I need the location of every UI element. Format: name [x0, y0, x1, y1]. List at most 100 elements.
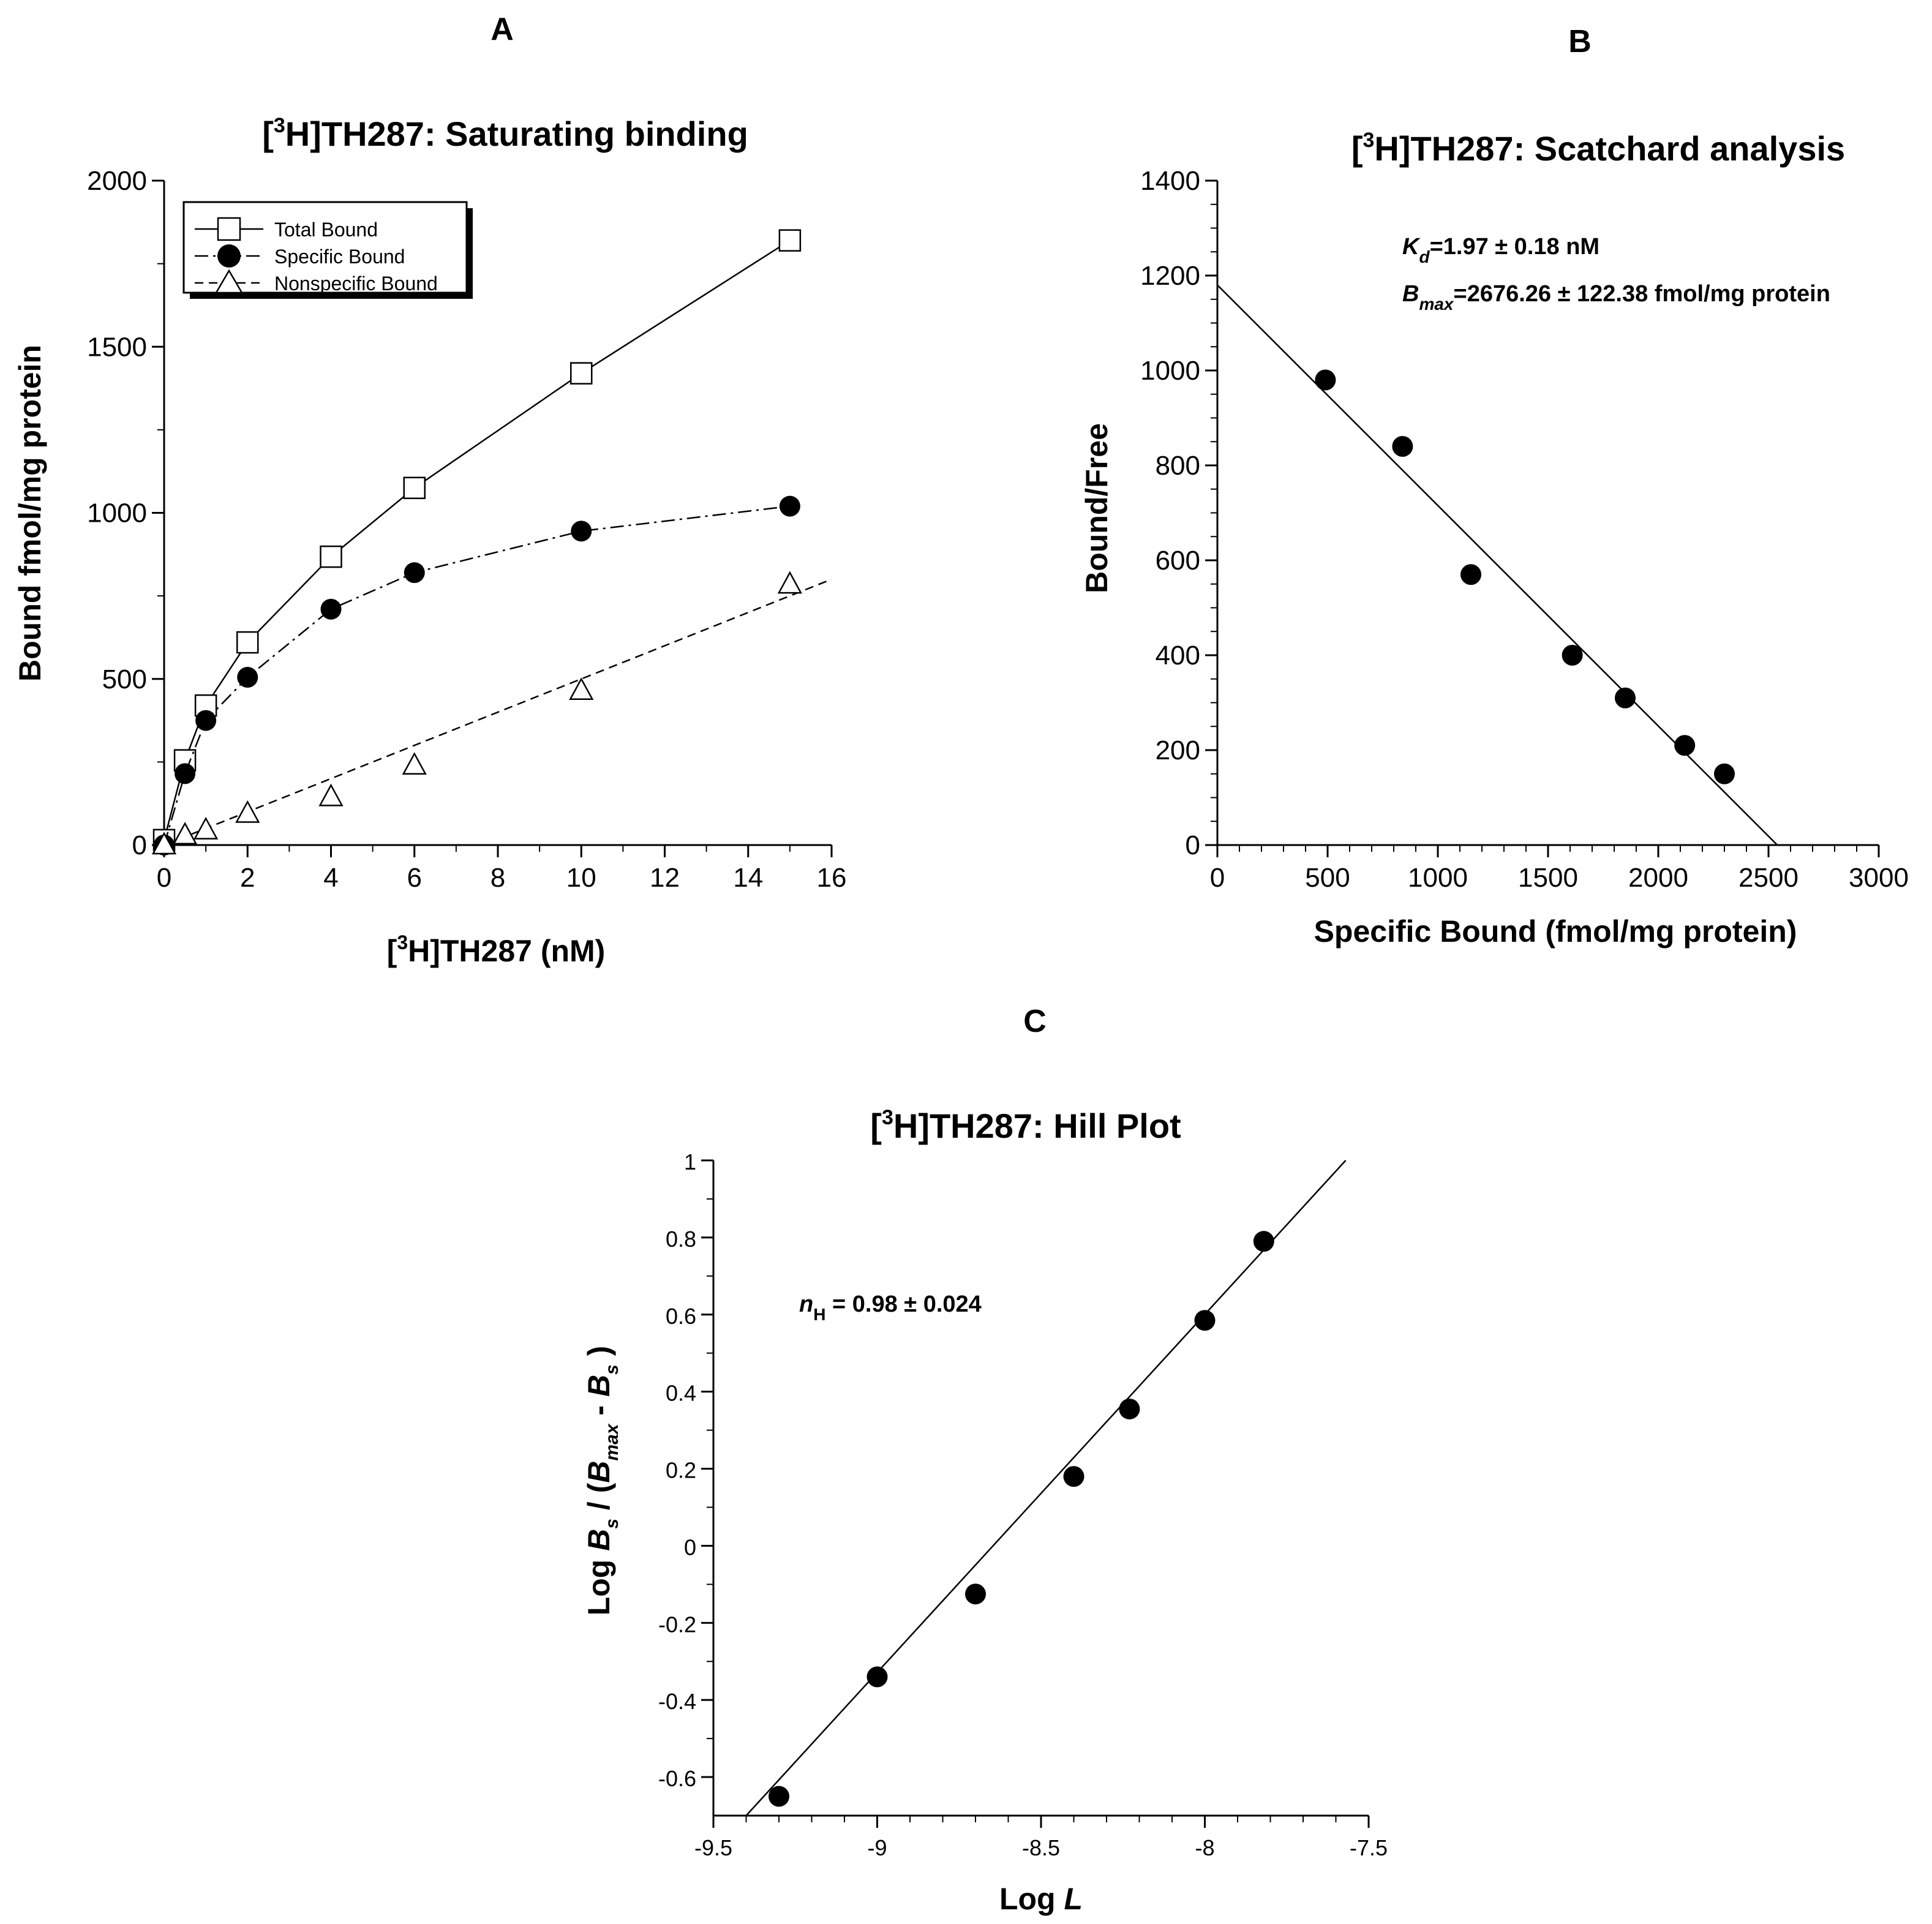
panel-b-y-tick-label: 1200 — [1140, 261, 1200, 291]
panel-c-y-tick-label: 0.6 — [666, 1304, 696, 1329]
panel-b-y-tick-label: 1400 — [1140, 166, 1200, 196]
panel-c-fit-line — [745, 1160, 1347, 1816]
panel-a-point-specific-bound — [237, 667, 258, 688]
panel-b-x-tick-label: 3000 — [1849, 863, 1909, 893]
panel-b-kd-annotation: Kd=1.97 ± 0.18 nM — [1402, 234, 1599, 266]
panel-b-point-scatchard-points — [1460, 564, 1481, 585]
panel-b-point-scatchard-points — [1562, 645, 1583, 666]
panel-a-point-nonspecific-bound — [402, 752, 427, 775]
legend-marker-specific — [217, 244, 241, 268]
panel-a-point-total-bound — [236, 631, 259, 654]
panel-a-x-tick-label: 12 — [650, 863, 680, 893]
panel-a-ylabel: Bound fmol/mg protein — [13, 345, 47, 682]
panel-c-point-hill-points — [1194, 1310, 1216, 1331]
panel-a-saturating-binding: A [3H]TH287: Saturating binding [3H]TH28… — [13, 12, 846, 968]
panel-a-line-total-bound — [163, 239, 791, 841]
panel-c-hill-plot: C [3H]TH287: Hill Plot nH = 0.98 ± 0.024… — [582, 1004, 1388, 1916]
panel-a-y-tick-label: 500 — [102, 664, 147, 694]
panel-a-x-tick-label: 16 — [817, 863, 847, 893]
panel-a-point-nonspecific-bound — [194, 816, 219, 840]
panel-a-y-tick-label: 1500 — [87, 332, 147, 362]
panel-c-point-hill-points — [1253, 1231, 1274, 1252]
panel-a-y-tick-label: 2000 — [87, 166, 147, 196]
panel-a-x-tick-label: 8 — [491, 863, 505, 893]
panel-c-x-tick-label: -9.5 — [694, 1835, 732, 1860]
panel-a-point-total-bound — [320, 545, 342, 568]
panel-c-y-tick-label: 0.4 — [666, 1381, 696, 1406]
panel-a-x-tick-label: 2 — [240, 863, 255, 893]
panel-a-label: A — [491, 12, 514, 47]
panel-a-y-tick-label: 1000 — [87, 498, 147, 528]
panel-a-line-specific-bound — [163, 505, 791, 846]
panel-c-y-tick-label: -0.2 — [658, 1612, 696, 1637]
panel-a-xlabel: [3H]TH287 (nM) — [387, 931, 606, 968]
panel-a-point-specific-bound — [571, 520, 592, 542]
panel-a-point-specific-bound — [320, 598, 342, 620]
panel-b-y-tick-label: 600 — [1156, 546, 1200, 576]
panel-b-y-tick-label: 0 — [1186, 830, 1200, 860]
panel-b-x-tick-label: 2500 — [1738, 863, 1799, 893]
panel-c-x-tick-label: -8.5 — [1022, 1835, 1060, 1860]
panel-c-x-tick-label: -9 — [867, 1835, 887, 1860]
panel-a-x-tick-label: 4 — [323, 863, 338, 893]
panel-c-point-hill-points — [1063, 1466, 1084, 1487]
panel-c-ylabel: Log Bs / (Bmax - Bs ) — [582, 1346, 622, 1616]
panel-c-xlabel: Log L — [999, 1882, 1083, 1916]
panel-c-nh-annotation: nH = 0.98 ± 0.024 — [799, 1291, 982, 1324]
panel-b-point-scatchard-points — [1315, 369, 1336, 391]
panel-b-x-tick-label: 0 — [1210, 863, 1225, 893]
panel-a-legend: Total Bound Specific Bound Nonspecific B… — [182, 201, 473, 299]
panel-b-x-tick-label: 2000 — [1628, 863, 1688, 893]
panel-a-y-tick-label: 0 — [132, 830, 147, 860]
panel-b-point-scatchard-points — [1392, 436, 1413, 457]
panel-b-x-tick-label: 500 — [1305, 863, 1350, 893]
panel-c-x-tick-label: -7.5 — [1350, 1835, 1388, 1860]
panel-c-point-hill-points — [769, 1786, 789, 1807]
panel-a-point-nonspecific-bound — [151, 832, 177, 855]
panel-a-point-nonspecific-bound — [569, 677, 594, 700]
panel-b-y-tick-label: 200 — [1156, 735, 1200, 765]
legend-label-nonspecific: Nonspecific Bound — [274, 272, 438, 295]
legend-marker-total — [217, 217, 241, 241]
panel-b-fit-line — [1217, 284, 1778, 846]
panel-b-x-tick-label: 1000 — [1408, 863, 1468, 893]
panel-a-x-tick-label: 14 — [733, 863, 763, 893]
panel-a-line-nonspecific-bound — [164, 578, 832, 846]
panel-a-point-nonspecific-bound — [318, 783, 344, 806]
panel-a-title: [3H]TH287: Saturating binding — [262, 114, 748, 153]
panel-b-y-tick-label: 800 — [1156, 451, 1200, 481]
panel-c-y-tick-label: 0.2 — [666, 1458, 696, 1483]
panel-a-point-specific-bound — [404, 562, 425, 584]
panel-b-scatchard: B [3H]TH287: Scatchard analysis Kd=1.97 … — [1080, 24, 1909, 949]
legend-marker-nonspecific — [214, 269, 244, 294]
panel-a-point-total-bound — [403, 476, 426, 500]
panel-a-point-nonspecific-bound — [777, 571, 802, 594]
panel-b-label: B — [1568, 24, 1592, 59]
panel-c-y-tick-label: -0.6 — [658, 1766, 696, 1791]
panel-c-label: C — [1023, 1004, 1047, 1039]
panel-a-x-tick-label: 0 — [157, 863, 171, 893]
panel-a-point-specific-bound — [779, 495, 800, 517]
panel-a-point-nonspecific-bound — [235, 800, 260, 823]
panel-c-title: [3H]TH287: Hill Plot — [870, 1106, 1181, 1145]
panel-c-y-tick-label: 0.8 — [666, 1227, 696, 1252]
panel-c-point-hill-points — [965, 1584, 986, 1605]
panel-b-bmax-annotation: Bmax=2676.26 ± 122.38 fmol/mg protein — [1402, 281, 1830, 314]
panel-c-y-tick-label: 1 — [684, 1149, 696, 1174]
panel-a-x-tick-label: 10 — [566, 863, 596, 893]
panel-a-point-total-bound — [570, 362, 593, 385]
panel-b-xlabel: Specific Bound (fmol/mg protein) — [1314, 914, 1797, 949]
panel-a-point-specific-bound — [195, 710, 217, 731]
panel-a-x-tick-label: 6 — [407, 863, 422, 893]
panel-b-y-tick-label: 400 — [1156, 641, 1200, 671]
legend-label-total: Total Bound — [274, 219, 378, 241]
panel-c-x-tick-label: -8 — [1195, 1835, 1214, 1860]
panel-c-y-tick-label: -0.4 — [658, 1689, 696, 1714]
legend-label-specific: Specific Bound — [274, 246, 405, 268]
panel-a-point-total-bound — [778, 229, 802, 252]
panel-b-point-scatchard-points — [1674, 735, 1696, 756]
panel-a-point-nonspecific-bound — [172, 822, 198, 844]
panel-b-point-scatchard-points — [1615, 687, 1636, 708]
panel-b-y-tick-label: 1000 — [1140, 356, 1200, 386]
